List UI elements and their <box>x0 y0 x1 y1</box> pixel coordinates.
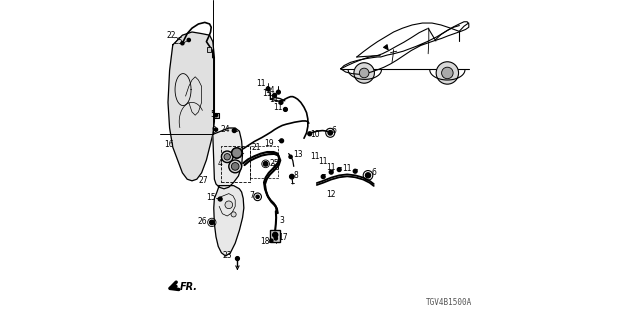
Bar <box>250 146 278 178</box>
Text: 11: 11 <box>319 157 328 166</box>
Bar <box>207 47 211 52</box>
Circle shape <box>266 87 270 91</box>
Text: 8: 8 <box>294 171 298 180</box>
Circle shape <box>289 155 292 158</box>
Text: 27: 27 <box>198 176 208 185</box>
Circle shape <box>221 151 233 163</box>
Circle shape <box>276 90 280 94</box>
Polygon shape <box>168 32 214 181</box>
Text: 13: 13 <box>292 150 303 159</box>
Circle shape <box>353 169 357 173</box>
Circle shape <box>354 63 374 83</box>
Circle shape <box>229 160 242 173</box>
Polygon shape <box>212 128 243 189</box>
Bar <box>214 113 219 118</box>
Text: 25: 25 <box>173 37 183 46</box>
Circle shape <box>210 220 214 225</box>
Circle shape <box>279 100 283 104</box>
Text: 4: 4 <box>218 159 223 168</box>
Circle shape <box>218 197 222 201</box>
Circle shape <box>436 62 458 84</box>
Text: 23: 23 <box>222 252 232 260</box>
Text: 14: 14 <box>266 86 275 95</box>
Circle shape <box>188 38 191 42</box>
Circle shape <box>214 114 218 117</box>
Circle shape <box>231 212 236 217</box>
Circle shape <box>232 148 242 158</box>
Text: 17: 17 <box>278 233 287 242</box>
Text: 5: 5 <box>210 110 215 119</box>
Text: 1: 1 <box>239 147 244 156</box>
Text: 3: 3 <box>279 216 284 225</box>
Text: 25: 25 <box>269 159 279 168</box>
Circle shape <box>290 174 294 179</box>
Polygon shape <box>214 186 244 256</box>
Text: 10: 10 <box>310 130 319 139</box>
Text: 11: 11 <box>269 95 279 104</box>
Text: 12: 12 <box>326 190 335 199</box>
Circle shape <box>337 168 341 172</box>
Circle shape <box>330 170 333 174</box>
Text: 24: 24 <box>221 125 230 134</box>
Circle shape <box>275 237 278 240</box>
Circle shape <box>232 148 242 158</box>
Text: 19: 19 <box>264 140 274 148</box>
Text: 6: 6 <box>332 126 336 135</box>
Circle shape <box>254 193 262 201</box>
Text: TGV4B1500A: TGV4B1500A <box>426 298 472 307</box>
Circle shape <box>270 239 273 242</box>
Text: 22: 22 <box>166 31 176 40</box>
Circle shape <box>280 139 284 143</box>
Text: 2: 2 <box>237 164 241 172</box>
Text: 18: 18 <box>260 237 269 246</box>
Circle shape <box>273 232 278 237</box>
Text: 15: 15 <box>206 193 216 202</box>
Circle shape <box>225 201 233 209</box>
Text: 21: 21 <box>251 143 260 152</box>
Bar <box>221 146 250 182</box>
Text: 11: 11 <box>256 79 266 88</box>
Text: 6: 6 <box>371 168 376 177</box>
Text: 16: 16 <box>164 140 173 149</box>
Circle shape <box>321 175 325 179</box>
Bar <box>270 230 280 242</box>
Circle shape <box>232 163 239 170</box>
Text: 26: 26 <box>198 217 207 226</box>
Circle shape <box>224 154 230 160</box>
Circle shape <box>284 108 287 111</box>
Text: 11: 11 <box>273 103 283 112</box>
Text: 9: 9 <box>211 126 216 135</box>
Text: 11: 11 <box>262 89 271 98</box>
Circle shape <box>256 195 259 198</box>
Text: 20: 20 <box>270 164 280 172</box>
Circle shape <box>273 93 276 97</box>
Circle shape <box>359 68 369 78</box>
Circle shape <box>365 173 371 178</box>
Circle shape <box>236 257 239 260</box>
Circle shape <box>232 129 236 132</box>
Circle shape <box>181 42 184 45</box>
Circle shape <box>442 67 453 79</box>
Text: 11: 11 <box>342 164 352 173</box>
Text: 7: 7 <box>250 191 255 200</box>
Text: 11: 11 <box>310 152 320 161</box>
Circle shape <box>308 132 312 136</box>
Circle shape <box>214 128 218 131</box>
Circle shape <box>328 131 333 135</box>
Text: 11: 11 <box>326 163 335 172</box>
Circle shape <box>264 162 268 166</box>
Text: FR.: FR. <box>180 282 198 292</box>
